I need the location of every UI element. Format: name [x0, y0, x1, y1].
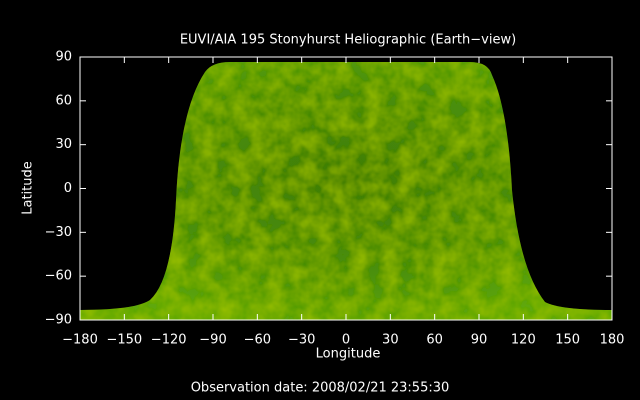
y-tick-label: 0: [64, 181, 72, 196]
y-tick-label: 30: [55, 137, 72, 152]
x-tick-label: −150: [106, 333, 142, 348]
x-tick-label: 150: [555, 333, 580, 348]
x-tick-label: −120: [151, 333, 187, 348]
x-tick-label: 180: [600, 333, 625, 348]
x-tick-label: −60: [244, 333, 271, 348]
chart-title: EUVI/AIA 195 Stonyhurst Heliographic (Ea…: [180, 33, 516, 48]
x-tick-label: −90: [199, 333, 226, 348]
x-tick-label: 0: [342, 333, 350, 348]
y-tick-label: −30: [45, 225, 72, 240]
x-tick-label: −30: [288, 333, 315, 348]
x-tick-label: 120: [511, 333, 536, 348]
x-axis-label: Longitude: [316, 347, 381, 362]
y-axis-label: Latitude: [21, 161, 36, 215]
y-tick-label: −60: [45, 269, 72, 284]
annotation: Observation date: 2008/02/21 23:55:30: [191, 381, 450, 396]
solar-map: [80, 62, 612, 320]
x-tick-label: −180: [62, 333, 98, 348]
y-tick-label: −90: [45, 313, 72, 328]
x-tick-label: 30: [382, 333, 399, 348]
y-tick-label: 60: [55, 93, 72, 108]
x-tick-label: 90: [471, 333, 488, 348]
x-tick-label: 60: [426, 333, 443, 348]
y-tick-label: 90: [55, 50, 72, 65]
